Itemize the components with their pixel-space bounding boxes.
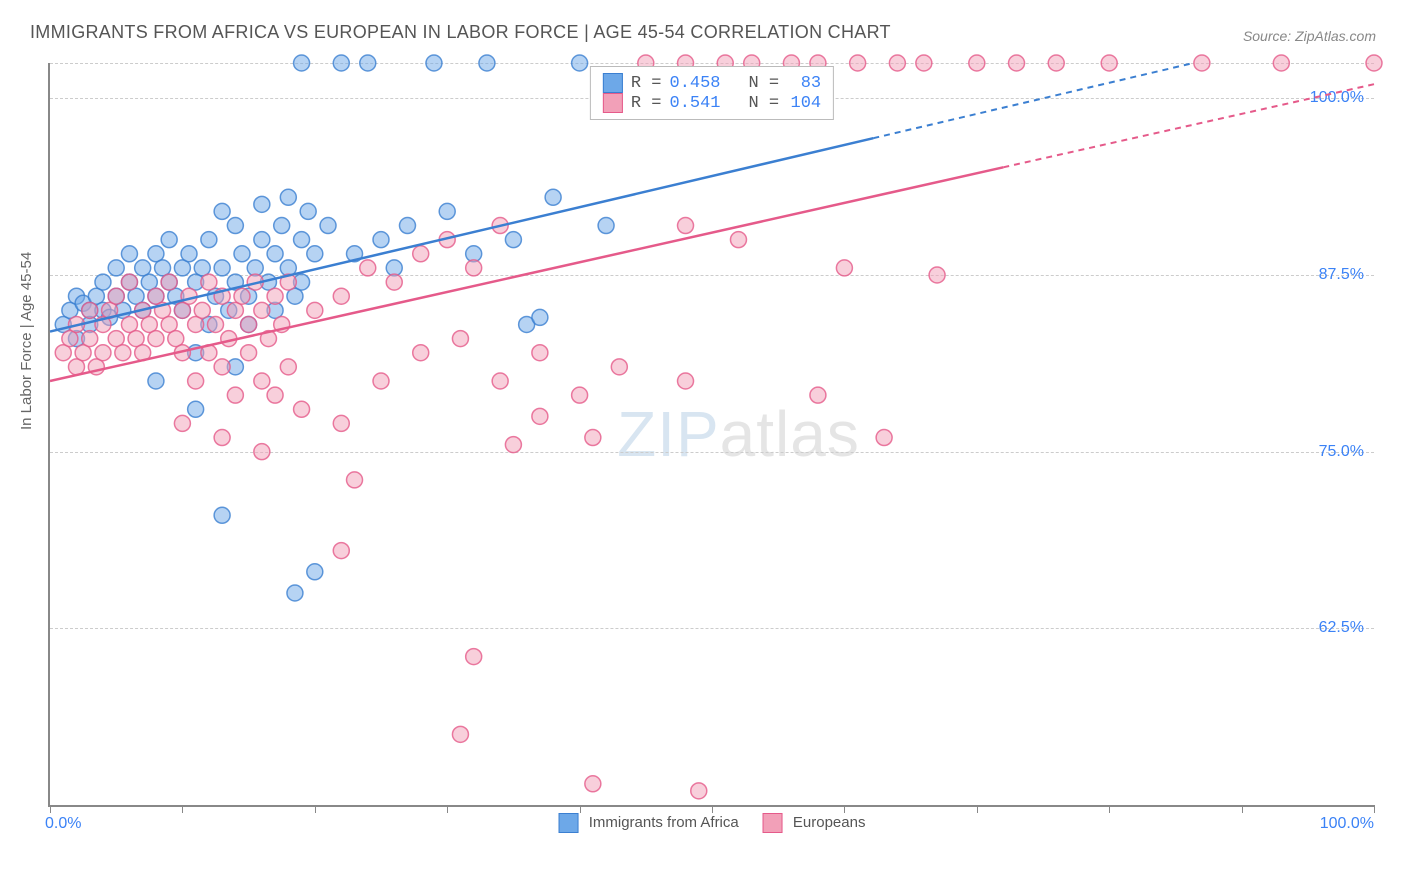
x-tick (50, 805, 51, 813)
x-tick (844, 805, 845, 813)
stats-row-africa: R = 0.458 N = 83 (603, 73, 821, 93)
square-icon (603, 73, 623, 93)
stats-row-europeans: R = 0.541 N = 104 (603, 93, 821, 113)
chart-title: IMMIGRANTS FROM AFRICA VS EUROPEAN IN LA… (30, 22, 891, 43)
x-axis-start-label: 0.0% (45, 815, 81, 833)
x-tick (315, 805, 316, 813)
legend-item-europeans: Europeans (763, 813, 866, 833)
x-tick (182, 805, 183, 813)
x-tick (712, 805, 713, 813)
x-tick (1374, 805, 1375, 813)
trend-lines (50, 63, 1374, 805)
bottom-legend: Immigrants from Africa Europeans (559, 813, 866, 833)
x-tick (977, 805, 978, 813)
square-icon (603, 93, 623, 113)
x-tick (1242, 805, 1243, 813)
stats-box: R = 0.458 N = 83 R = 0.541 N = 104 (590, 66, 834, 120)
x-tick (1109, 805, 1110, 813)
x-axis-end-label: 100.0% (1320, 815, 1374, 833)
x-tick (447, 805, 448, 813)
legend-item-africa: Immigrants from Africa (559, 813, 739, 833)
square-icon (559, 813, 579, 833)
y-axis-label: In Labor Force | Age 45-54 (18, 252, 35, 430)
x-tick (580, 805, 581, 813)
source-text: Source: ZipAtlas.com (1243, 28, 1376, 44)
square-icon (763, 813, 783, 833)
chart-area: ZIPatlas 62.5%75.0%87.5%100.0% 0.0% 100.… (48, 63, 1374, 807)
